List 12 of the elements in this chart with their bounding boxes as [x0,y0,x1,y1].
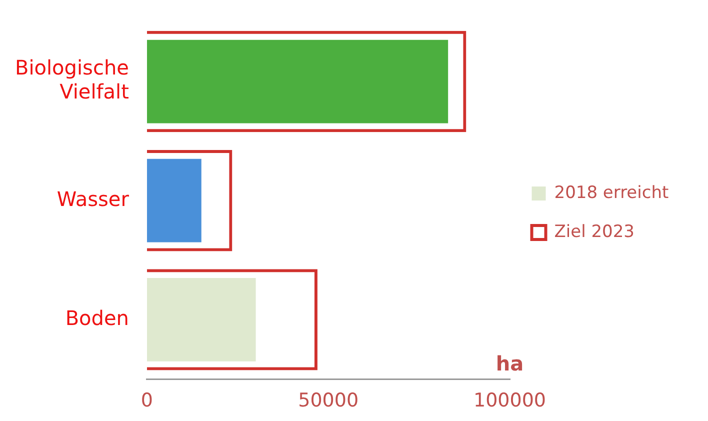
bar [146,158,202,242]
bar [146,40,448,124]
legend-label: 2018 erreicht [554,182,669,203]
bar [146,278,256,362]
y-tick-label: Boden [65,306,129,330]
legend-label: Ziel 2023 [554,222,634,242]
x-axis-title: ha [496,351,524,376]
x-tick-label: 100000 [473,390,546,412]
x-tick-label: 50000 [298,390,359,412]
y-tick-label: Wasser [56,186,130,211]
y-tick-label: Biologische Vielfalt [14,56,130,104]
x-tick-label: 0 [140,390,153,412]
